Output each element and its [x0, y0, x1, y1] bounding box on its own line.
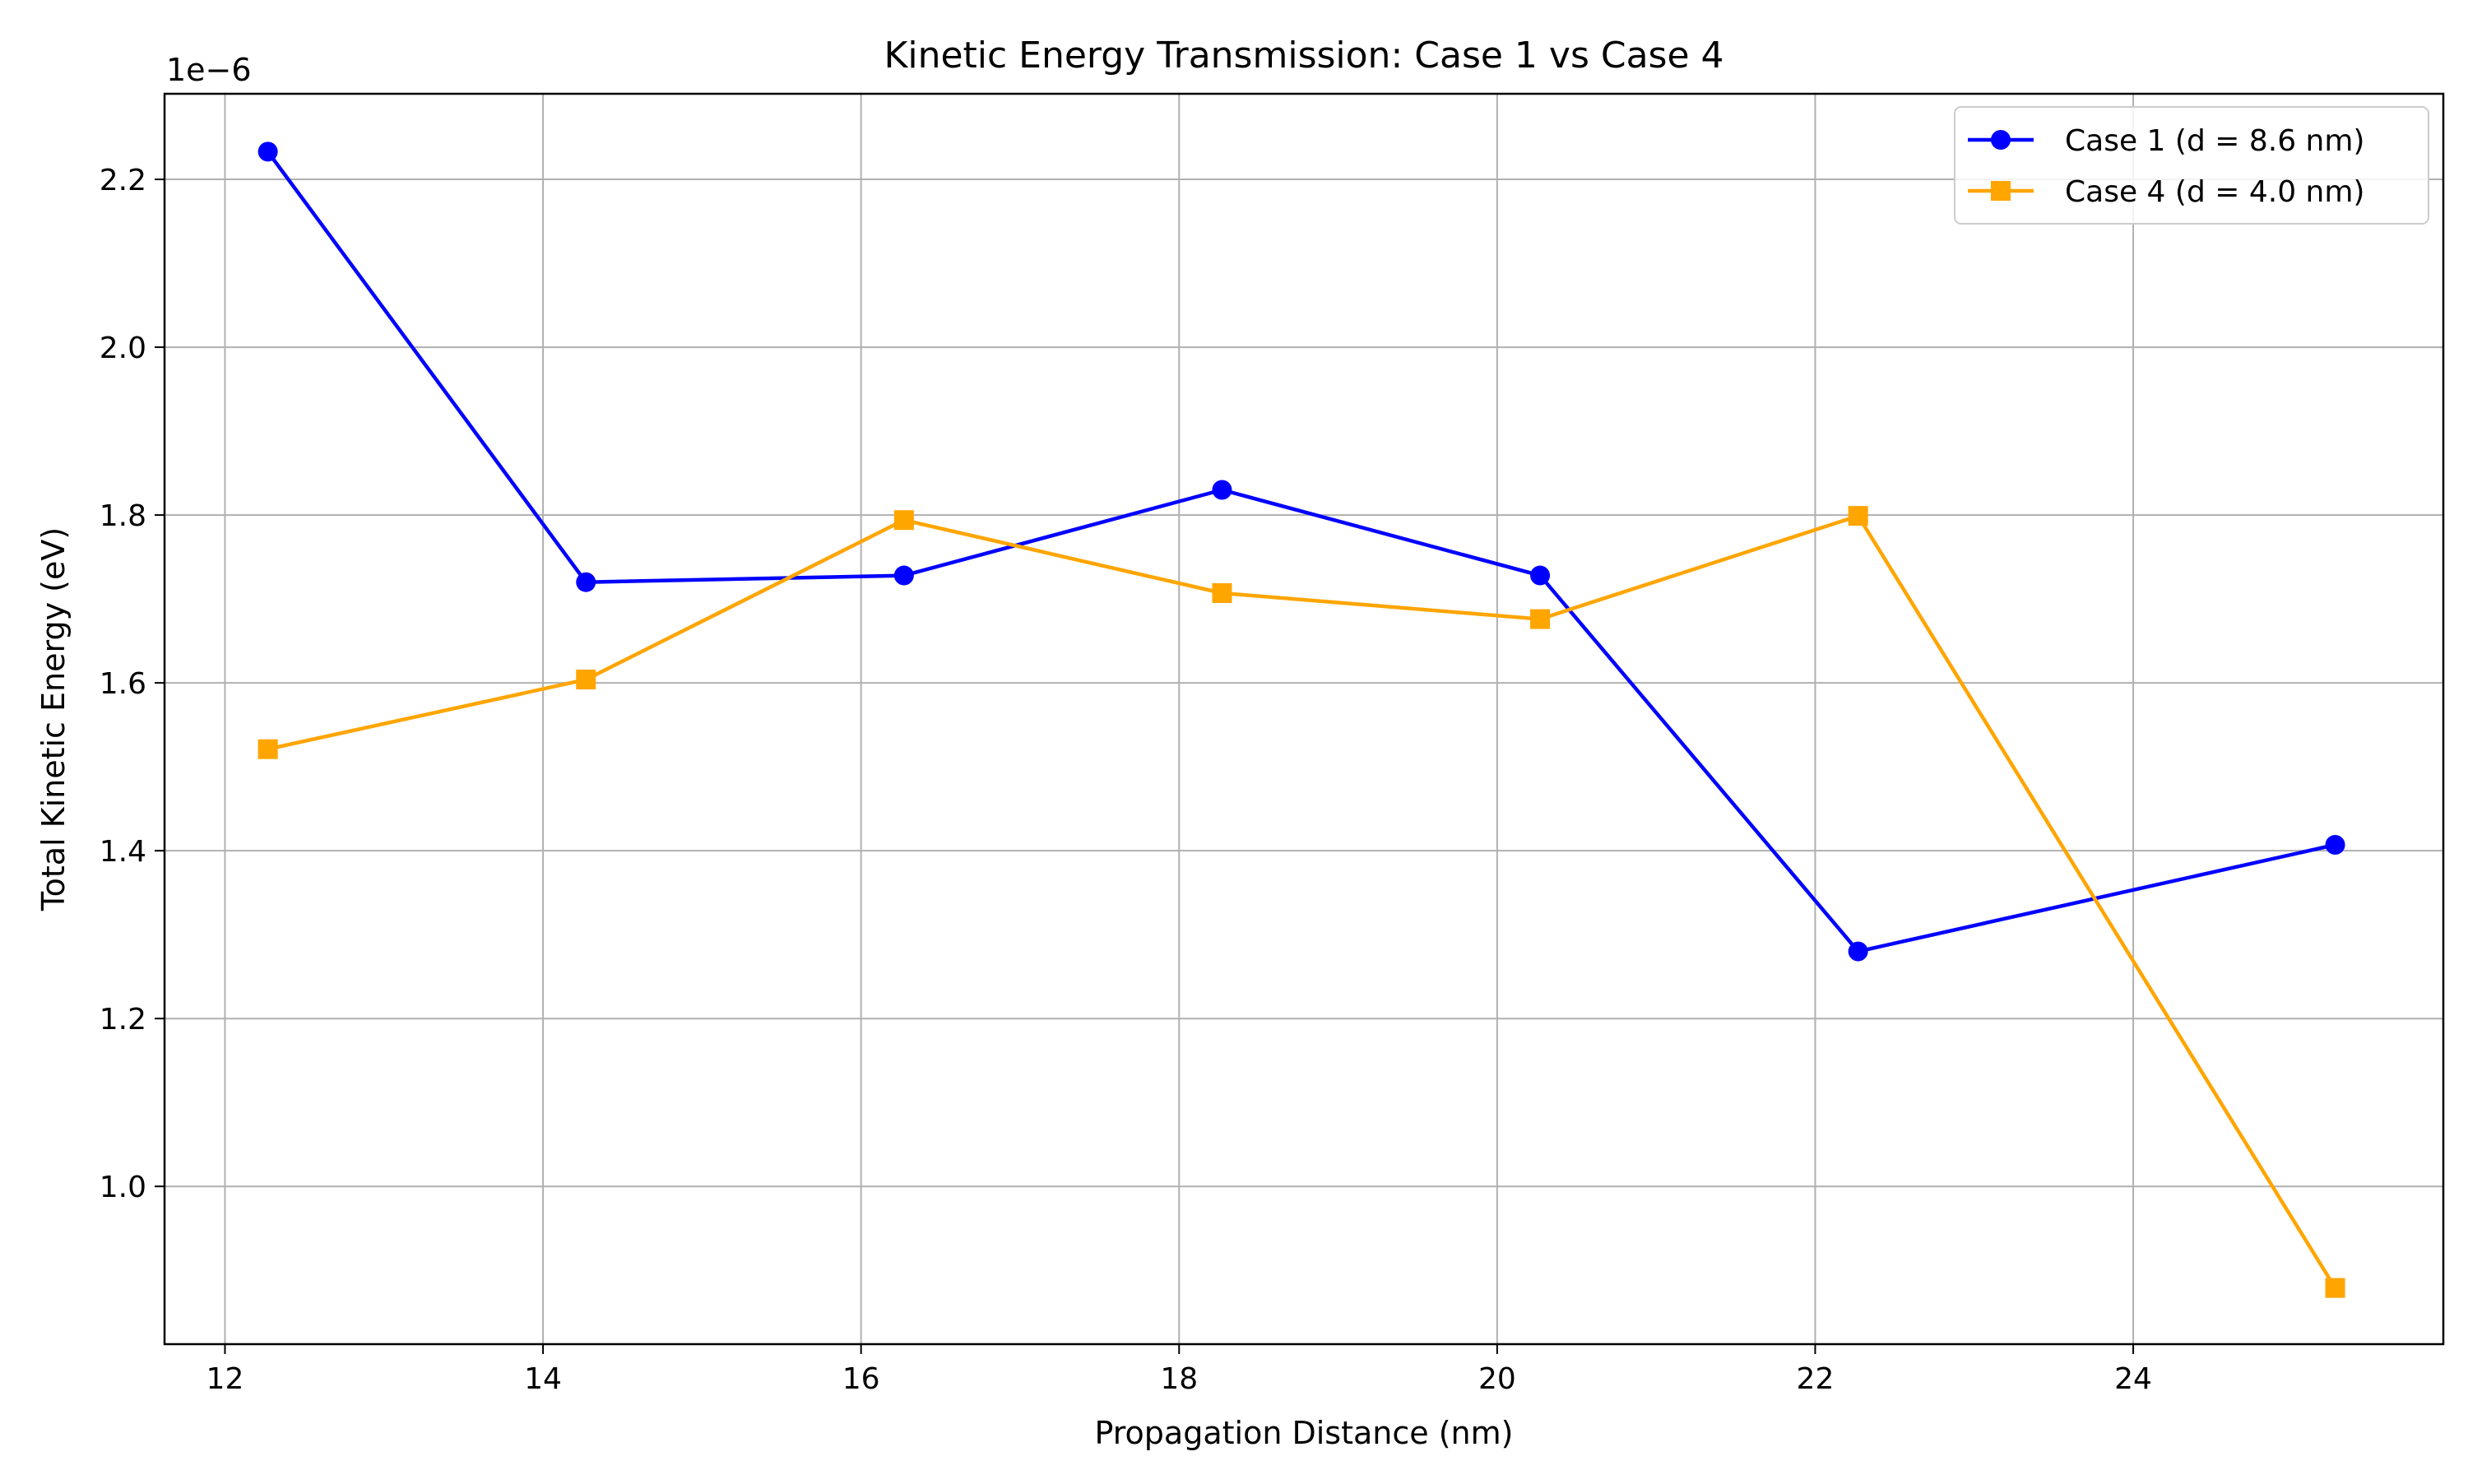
data-point-circle — [576, 572, 596, 592]
data-point-square — [257, 739, 278, 759]
y-tick-label: 1.0 — [100, 1171, 146, 1204]
x-axis-label: Propagation Distance (nm) — [1095, 1415, 1514, 1451]
x-tick-label: 12 — [206, 1362, 244, 1396]
data-point-circle — [2325, 835, 2345, 856]
data-point-square — [1848, 506, 1868, 526]
x-tick-label: 22 — [1797, 1362, 1835, 1396]
legend-label-2: Case 4 (d = 4.0 nm) — [2065, 175, 2364, 209]
y-tick-label: 2.0 — [100, 332, 146, 365]
y-axis-label: Total Kinetic Energy (eV) — [35, 527, 72, 911]
data-point-circle — [1848, 941, 1868, 962]
data-point-circle — [1212, 480, 1232, 500]
y-tick-label: 1.2 — [100, 1003, 146, 1036]
chart-title: Kinetic Energy Transmission: Case 1 vs C… — [884, 35, 1723, 77]
data-point-square — [893, 510, 914, 531]
data-point-circle — [893, 565, 914, 586]
data-point-square — [1212, 582, 1232, 603]
y-tick-label: 2.2 — [100, 164, 146, 197]
data-point-circle — [257, 141, 278, 162]
x-tick-label: 18 — [1160, 1362, 1198, 1396]
y-offset-label: 1e−6 — [166, 52, 252, 88]
data-point-circle — [1530, 565, 1551, 586]
x-tick-label: 14 — [524, 1362, 562, 1396]
legend-label-1: Case 1 (d = 8.6 nm) — [2065, 124, 2364, 158]
x-tick-label: 20 — [1478, 1362, 1516, 1396]
x-tick-label: 16 — [842, 1362, 880, 1396]
legend-box — [1954, 106, 2429, 225]
data-point-square — [2325, 1278, 2345, 1298]
data-point-square — [576, 670, 596, 690]
series-layer — [257, 141, 2345, 1298]
legend: Case 1 (d = 8.6 nm) Case 4 (d = 4.0 nm) — [1954, 106, 2429, 225]
x-tick-label: 24 — [2114, 1362, 2152, 1396]
legend-marker-circle — [1991, 130, 2011, 150]
plot-frame — [163, 92, 2445, 1346]
legend-marker-square — [1991, 181, 2011, 201]
y-tick-label: 1.8 — [100, 499, 146, 533]
data-point-square — [1530, 609, 1551, 629]
y-tick-label: 1.6 — [100, 667, 146, 701]
y-tick-label: 1.4 — [100, 835, 146, 869]
axis-ticks: 12 14 16 18 20 22 24 1.0 1.2 1.4 1.6 1.8 2.0 2.2 — [100, 164, 2152, 1396]
